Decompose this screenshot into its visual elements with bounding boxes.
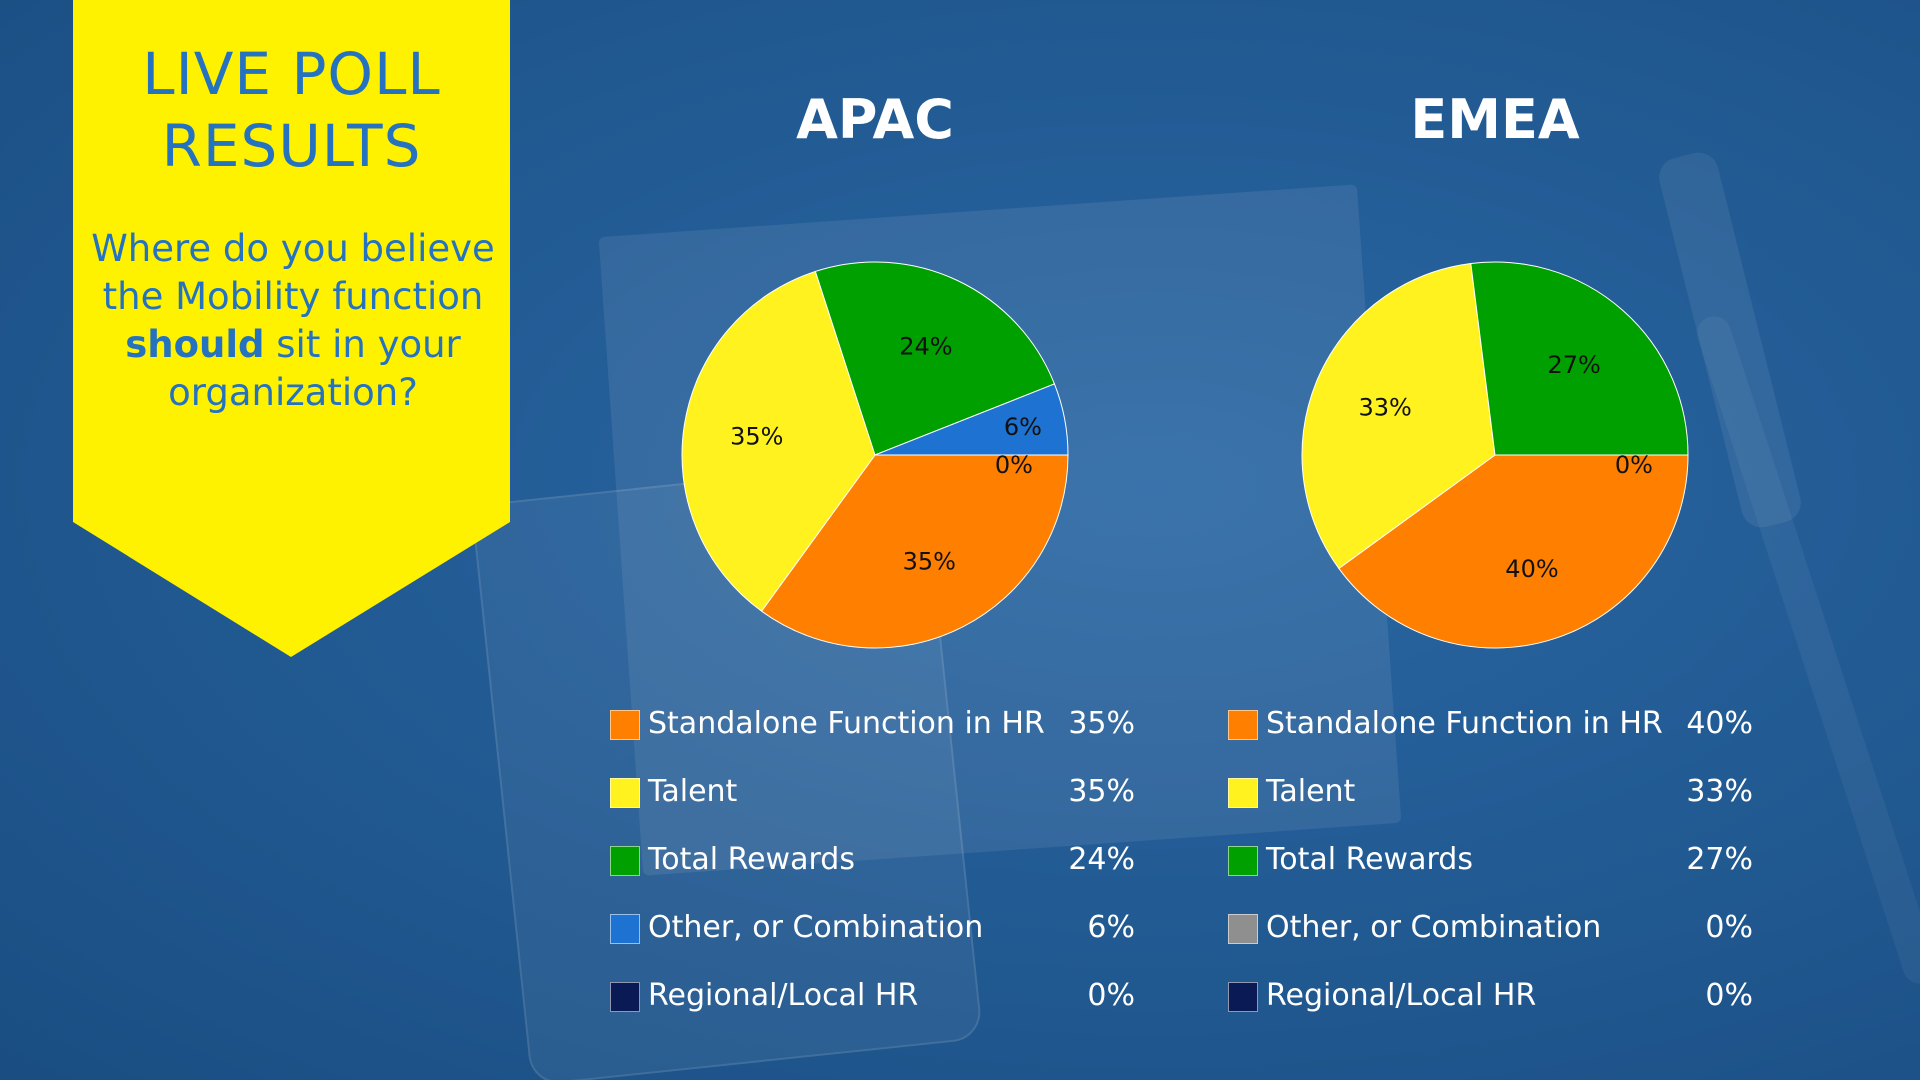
apac-legend-item-talent: Talent 35% xyxy=(610,768,1135,836)
apac-legend-item-standalone-function-in-hr: Standalone Function in HR 35% xyxy=(610,700,1135,768)
emea-data-label-standalone-function-in-hr: 40% xyxy=(1505,555,1558,583)
emea-legend-label: Standalone Function in HR xyxy=(1266,706,1663,741)
question-text-end: sit in your organization? xyxy=(168,323,461,414)
pie-chart-emea: 40% 33% 27% 0% xyxy=(1301,261,1689,649)
apac-legend-value: 0% xyxy=(1087,978,1135,1013)
apac-data-label-other-or-combination: 6% xyxy=(1004,413,1042,441)
emea-legend-label: Total Rewards xyxy=(1266,842,1473,877)
apac-slice-talent xyxy=(681,270,876,612)
emea-data-label-talent: 33% xyxy=(1359,393,1412,421)
emea-slice-total-rewards xyxy=(1470,261,1689,456)
emea-legend-swatch xyxy=(1228,982,1258,1012)
emea-legend-item-standalone-function-in-hr: Standalone Function in HR 40% xyxy=(1228,700,1753,768)
question-text-bold: should xyxy=(125,323,265,366)
emea-slice-standalone-function-in-hr xyxy=(1338,454,1689,649)
emea-legend-swatch xyxy=(1228,846,1258,876)
emea-legend-value: 0% xyxy=(1705,978,1753,1013)
emea-legend-item-total-rewards: Total Rewards 27% xyxy=(1228,836,1753,904)
apac-legend-item-regional-local-hr: Regional/Local HR 0% xyxy=(610,972,1135,1040)
apac-legend-label: Regional/Local HR xyxy=(648,978,919,1013)
apac-legend-value: 24% xyxy=(1068,842,1135,877)
apac-data-label-standalone-function-in-hr: 35% xyxy=(903,548,956,576)
banner-shape xyxy=(73,0,510,657)
emea-legend-item-regional-local-hr: Regional/Local HR 0% xyxy=(1228,972,1753,1040)
emea-legend-item-other-or-combination: Other, or Combination 0% xyxy=(1228,904,1753,972)
apac-legend-swatch xyxy=(610,846,640,876)
apac-legend-label: Other, or Combination xyxy=(648,910,984,945)
apac-legend-value: 35% xyxy=(1068,706,1135,741)
apac-data-label-total-rewards: 24% xyxy=(899,333,952,361)
emea-legend-value: 0% xyxy=(1705,910,1753,945)
emea-legend-swatch xyxy=(1228,778,1258,808)
emea-legend-item-talent: Talent 33% xyxy=(1228,768,1753,836)
apac-data-label-regional-local-hr: 0% xyxy=(995,451,1033,479)
apac-legend-label: Standalone Function in HR xyxy=(648,706,1045,741)
apac-slice-other-or-combination xyxy=(874,383,1069,456)
emea-legend-value: 40% xyxy=(1686,706,1753,741)
apac-legend-label: Talent xyxy=(648,774,738,809)
emea-slice-talent xyxy=(1301,262,1496,570)
apac-data-label-talent: 35% xyxy=(730,422,783,450)
apac-legend-item-other-or-combination: Other, or Combination 6% xyxy=(610,904,1135,972)
emea-legend-value: 33% xyxy=(1686,774,1753,809)
emea-data-label-regional-local-hr: 0% xyxy=(1615,451,1653,479)
banner-question: Where do you believe the Mobility functi… xyxy=(88,225,498,417)
apac-legend-item-total-rewards: Total Rewards 24% xyxy=(610,836,1135,904)
emea-legend-swatch xyxy=(1228,914,1258,944)
apac-legend-swatch xyxy=(610,982,640,1012)
emea-data-label-total-rewards: 27% xyxy=(1547,351,1600,379)
banner-title: LIVE POLL RESULTS xyxy=(142,40,441,180)
pie-chart-apac: 35% 35% 24% 6% 0% xyxy=(681,261,1069,649)
emea-legend-swatch xyxy=(1228,710,1258,740)
apac-legend-value: 6% xyxy=(1087,910,1135,945)
emea-legend-label: Talent xyxy=(1266,774,1356,809)
chart-title-apac: APAC xyxy=(796,88,954,151)
legend-apac: Standalone Function in HR 35% Talent 35% Tot… xyxy=(610,700,1135,1040)
apac-legend-swatch xyxy=(610,914,640,944)
apac-legend-value: 35% xyxy=(1068,774,1135,809)
emea-legend-label: Regional/Local HR xyxy=(1266,978,1537,1013)
emea-legend-value: 27% xyxy=(1686,842,1753,877)
emea-legend-label: Other, or Combination xyxy=(1266,910,1602,945)
apac-legend-swatch xyxy=(610,778,640,808)
apac-legend-label: Total Rewards xyxy=(648,842,855,877)
chart-title-emea: EMEA xyxy=(1410,88,1580,151)
apac-slice-total-rewards xyxy=(814,261,1056,456)
apac-slice-standalone-function-in-hr xyxy=(760,454,1069,649)
legend-emea: Standalone Function in HR 40% Talent 33% Tot… xyxy=(1228,700,1753,1040)
apac-legend-swatch xyxy=(610,710,640,740)
question-text-start: Where do you believe the Mobility functi… xyxy=(91,227,495,318)
